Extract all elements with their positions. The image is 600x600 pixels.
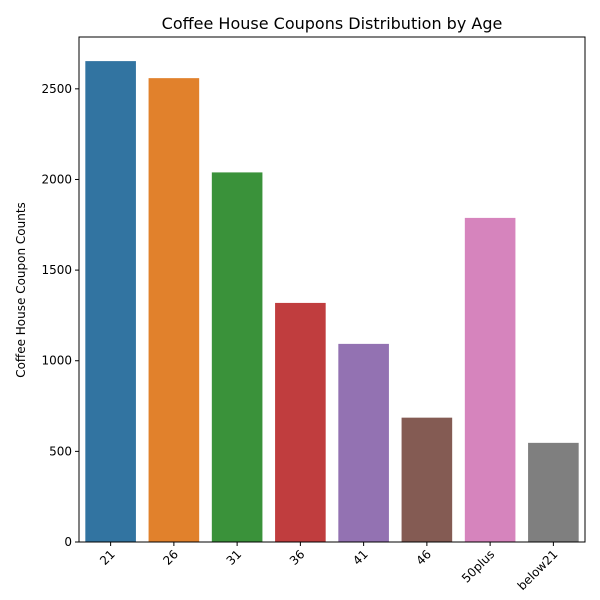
x-tick-label: 46 <box>413 547 434 568</box>
bar-50plus <box>464 217 516 542</box>
x-tick-label: 31 <box>224 547 245 568</box>
bar-below21 <box>528 442 579 542</box>
x-tick-label: 41 <box>350 547 371 568</box>
x-tick-label: below21 <box>515 547 561 593</box>
bar-36 <box>275 302 326 542</box>
y-axis-ticks: 0 500 1000 1500 2000 2500 <box>41 82 79 549</box>
chart-title: Coffee House Coupons Distribution by Age <box>162 14 503 33</box>
bar-46 <box>401 417 453 542</box>
y-tick-label: 1500 <box>41 263 72 277</box>
x-axis-ticks: 21 26 31 36 41 46 50plus below21 <box>97 542 560 593</box>
x-tick-label: 36 <box>287 547 308 568</box>
y-tick-label: 2000 <box>41 172 72 186</box>
bars-group <box>85 61 579 543</box>
y-tick-label: 500 <box>49 444 72 458</box>
x-tick-label: 26 <box>160 547 181 568</box>
x-tick-label: 50plus <box>459 547 497 585</box>
bar-21 <box>85 61 136 543</box>
plot-frame <box>78 36 586 543</box>
y-axis-label: Coffee House Coupon Counts <box>14 202 28 378</box>
bar-41 <box>338 343 389 542</box>
x-tick-label: 21 <box>97 547 118 568</box>
y-tick-label: 1000 <box>41 354 72 368</box>
y-tick-label: 0 <box>64 535 72 549</box>
y-tick-label: 2500 <box>41 82 72 96</box>
bar-26 <box>148 78 200 543</box>
bar-31 <box>211 172 263 542</box>
